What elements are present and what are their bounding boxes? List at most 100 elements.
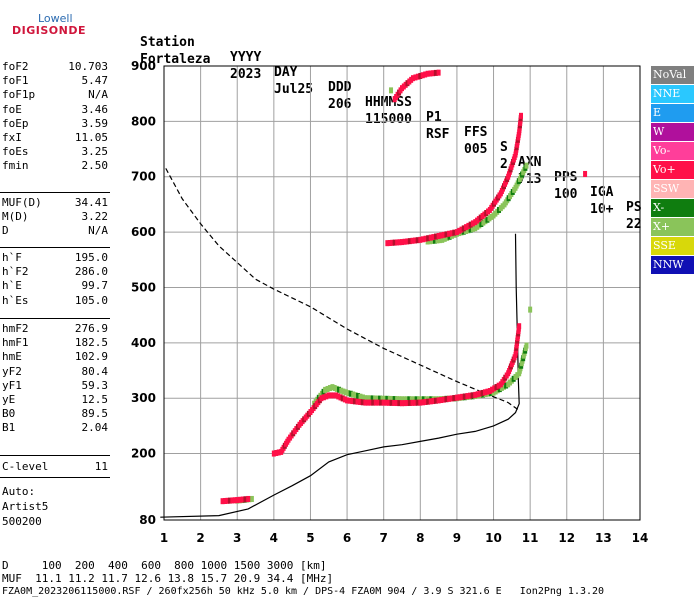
param-row-mufd: MUF(D) 34.41 bbox=[2, 196, 108, 210]
o-upper-point bbox=[519, 112, 523, 119]
o-upper-segment bbox=[444, 231, 449, 238]
y-tick-label: 500 bbox=[131, 280, 156, 294]
x-trace-segment bbox=[373, 395, 378, 402]
o-trace-segment bbox=[434, 397, 438, 404]
o-upper-segment bbox=[461, 225, 466, 232]
param-row-foes: foEs 3.25 bbox=[2, 145, 108, 159]
y-tick-label: 700 bbox=[131, 170, 156, 184]
param-row-fmin: fmin 2.50 bbox=[2, 159, 108, 173]
y-tick-label: 600 bbox=[131, 225, 156, 239]
o-trace-segment bbox=[392, 399, 397, 406]
o-trace-segment bbox=[465, 393, 470, 400]
x-upper-segment bbox=[445, 234, 450, 241]
o-trace-point bbox=[381, 399, 386, 406]
param-row-d: D N/A bbox=[2, 224, 108, 238]
density-profile bbox=[160, 168, 520, 518]
x-tick-label: 11 bbox=[522, 531, 539, 545]
o-upper-segment bbox=[459, 226, 464, 233]
x-upper-segment bbox=[468, 226, 473, 233]
o-trace-segment bbox=[405, 400, 410, 407]
x-upper-segment bbox=[481, 219, 486, 226]
param-key: foF1p bbox=[2, 88, 36, 102]
param-row-foep: foEp 3.59 bbox=[2, 117, 108, 131]
x-trace-segment bbox=[502, 383, 506, 390]
param-value: 105.0 bbox=[74, 293, 108, 307]
x-trace-segment bbox=[419, 396, 424, 403]
o-upper-segment bbox=[415, 237, 420, 244]
o-trace-point bbox=[326, 392, 331, 399]
o-upper-segment bbox=[468, 221, 473, 228]
o-upper-point bbox=[410, 75, 415, 82]
o-upper-segment bbox=[410, 237, 415, 244]
o-trace-segment bbox=[449, 395, 454, 402]
x-trace-segment bbox=[382, 395, 387, 402]
param-row-yf2: yF2 80.4 bbox=[2, 365, 108, 379]
o-trace-segment bbox=[402, 400, 407, 407]
hdr-value-day: Jul25 bbox=[274, 82, 314, 97]
legend-item-vo: Vo+ bbox=[651, 161, 694, 179]
param-separator bbox=[0, 192, 110, 193]
param-value: 89.5 bbox=[81, 407, 109, 421]
hdr-label-s: S bbox=[500, 140, 508, 155]
x-trace-segment bbox=[337, 386, 342, 393]
o-trace-segment bbox=[340, 395, 345, 402]
o-upper-segment bbox=[433, 69, 438, 76]
param-row-fof2: foF2 10.703 bbox=[2, 60, 108, 74]
param-value: 3.59 bbox=[81, 116, 109, 130]
o-trace-segment bbox=[379, 399, 384, 406]
x-trace-segment bbox=[497, 386, 502, 393]
y-tick-label: 400 bbox=[131, 336, 156, 350]
o-upper-segment bbox=[413, 237, 418, 244]
x-tick-label: 10 bbox=[485, 531, 502, 545]
param-value: 80.4 bbox=[81, 364, 109, 378]
o-trace-segment bbox=[338, 394, 343, 401]
legend-item-vo: Vo- bbox=[651, 142, 694, 160]
o-trace-point bbox=[246, 495, 251, 502]
o-trace-segment bbox=[420, 399, 425, 406]
param-value: 182.5 bbox=[74, 336, 108, 350]
o-trace-segment bbox=[470, 392, 475, 399]
param-separator bbox=[0, 477, 110, 478]
param-value: 2.50 bbox=[81, 159, 109, 173]
o-upper-segment bbox=[466, 222, 471, 229]
param-value: 3.25 bbox=[81, 145, 109, 159]
x-trace-point bbox=[400, 396, 404, 403]
param-row-hf: h`F 195.0 bbox=[2, 251, 108, 265]
x-tick-label: 14 bbox=[632, 531, 649, 545]
o-trace-segment bbox=[494, 384, 499, 391]
o-trace-segment bbox=[389, 399, 394, 406]
x-trace-segment bbox=[397, 396, 402, 403]
param-value: 59.3 bbox=[81, 378, 109, 392]
x-upper-segment bbox=[428, 238, 433, 245]
param-key: foE bbox=[2, 102, 22, 116]
o-trace-segment bbox=[468, 392, 472, 399]
o-upper-point bbox=[436, 232, 441, 239]
param-row-clevel: C-level 11 bbox=[2, 460, 108, 474]
o-trace-segment bbox=[352, 398, 357, 405]
param-value: 99.7 bbox=[81, 279, 109, 293]
param-key: h`E bbox=[2, 279, 22, 293]
o-upper-segment bbox=[387, 239, 392, 246]
chart-ticks: 1 2 3 4 5 6 7 8 9 10 11 12 13 14802003004005006007008… bbox=[131, 59, 648, 545]
o-trace-point bbox=[271, 450, 276, 457]
o-trace-point bbox=[454, 394, 459, 401]
o-trace-segment bbox=[462, 393, 467, 400]
x-upper-segment bbox=[489, 213, 494, 220]
o-upper-segment bbox=[464, 224, 469, 231]
o-trace-segment bbox=[243, 496, 248, 503]
x-upper-point bbox=[425, 238, 430, 245]
param-value: 34.41 bbox=[74, 196, 108, 209]
x-trace-point bbox=[363, 395, 368, 402]
param-key: fmin bbox=[2, 159, 29, 173]
o-trace-segment bbox=[384, 399, 389, 406]
param-key: h`F2 bbox=[2, 265, 29, 279]
o-trace-segment bbox=[276, 449, 281, 456]
param-value: 12.5 bbox=[81, 393, 109, 406]
param-key: B0 bbox=[2, 407, 16, 421]
param-key: foEp bbox=[2, 116, 29, 130]
o-trace-segment bbox=[223, 497, 228, 504]
o-trace-segment bbox=[350, 398, 355, 405]
param-separator bbox=[0, 455, 110, 456]
hdr-label-ddd: DDD bbox=[328, 80, 352, 95]
o-upper-point bbox=[418, 236, 423, 243]
